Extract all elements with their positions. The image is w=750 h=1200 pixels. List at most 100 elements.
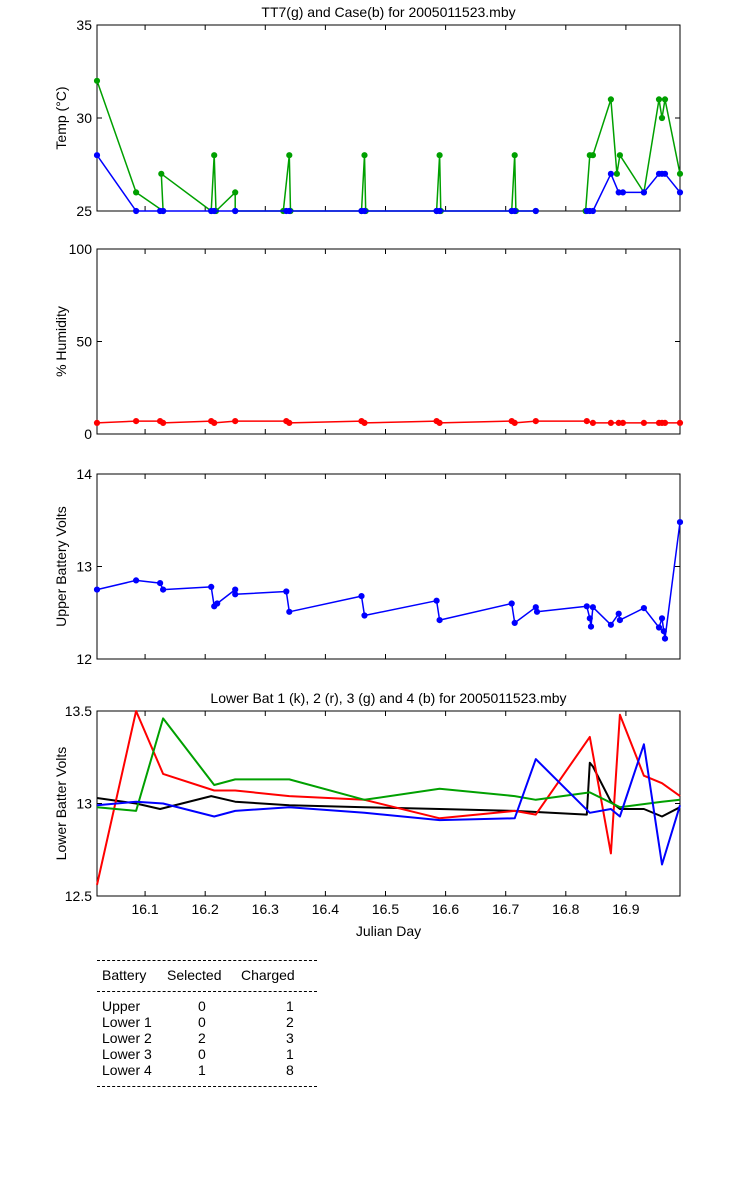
y-tick-label: 100 (69, 241, 93, 257)
series-line-temp-1 (584, 98, 681, 212)
data-point (133, 207, 140, 215)
data-point (658, 615, 666, 622)
data-point (361, 612, 368, 619)
data-point (589, 152, 597, 159)
table-row: Lower 4 1 8 (97, 1062, 317, 1078)
data-point (589, 419, 597, 426)
data-point (214, 600, 221, 607)
data-point (232, 591, 239, 598)
table-cell-selected: 2 (198, 1030, 206, 1046)
data-point (511, 207, 518, 215)
data-point (93, 586, 101, 593)
data-point (211, 207, 218, 215)
series-line-lower-3 (96, 743, 681, 866)
table-header-charged: Charged (241, 967, 295, 983)
table-cell-battery: Lower 1 (102, 1014, 152, 1030)
data-point (676, 170, 684, 177)
data-point (511, 152, 518, 159)
x-tick-label: 16.8 (552, 901, 579, 917)
y-axis-label: Temp (°C) (53, 86, 69, 149)
table-cell-battery: Lower 4 (102, 1062, 152, 1078)
data-point (676, 189, 684, 196)
data-point (211, 419, 218, 426)
data-point (661, 635, 669, 642)
series-line-lower-2 (96, 717, 681, 812)
data-point (160, 207, 167, 215)
y-axis-label: Lower Batter Volts (53, 747, 69, 861)
y-tick-label: 35 (76, 17, 92, 33)
data-point (436, 207, 443, 215)
data-point (589, 207, 597, 215)
data-point (158, 170, 165, 177)
plot-frame-temp (96, 24, 681, 212)
table-header-selected: Selected (167, 967, 222, 983)
data-point (607, 419, 615, 426)
series-line-temp-3 (586, 173, 681, 212)
table-row: Upper 0 1 (97, 998, 317, 1014)
data-point (436, 419, 443, 426)
data-point (93, 152, 101, 159)
data-point (607, 621, 615, 628)
data-point (211, 152, 218, 159)
data-point (613, 170, 621, 177)
data-point (607, 96, 615, 103)
data-point (433, 597, 440, 604)
y-tick-label: 13.5 (65, 703, 92, 719)
data-point (436, 617, 443, 624)
data-point (661, 419, 669, 426)
data-point (361, 152, 368, 159)
data-point (133, 418, 140, 425)
data-point (587, 623, 595, 630)
data-point (607, 170, 615, 177)
table-cell-charged: 8 (286, 1062, 294, 1078)
y-tick-label: 13 (76, 796, 92, 812)
data-point (511, 419, 518, 426)
data-point (286, 152, 293, 159)
table-cell-selected: 1 (198, 1062, 206, 1078)
data-point (93, 419, 101, 426)
data-point (532, 418, 539, 425)
data-point (660, 628, 667, 635)
table-header-row: Battery Selected Charged (97, 967, 317, 983)
data-point (658, 114, 666, 122)
data-point (93, 77, 101, 84)
data-point (532, 207, 539, 215)
data-point (232, 189, 239, 196)
data-point (133, 189, 140, 196)
data-point (232, 418, 239, 425)
y-tick-label: 12 (76, 651, 92, 667)
y-tick-label: 30 (76, 110, 92, 126)
data-point (358, 593, 365, 600)
y-tick-label: 50 (76, 334, 92, 350)
data-point (640, 189, 648, 196)
table-cell-charged: 3 (286, 1030, 294, 1046)
series-line-upper-0 (96, 522, 681, 640)
table-divider-bottom (97, 1086, 317, 1087)
x-tick-label: 16.9 (612, 901, 639, 917)
data-point (286, 207, 293, 215)
data-point (661, 96, 669, 103)
x-tick-label: 16.3 (252, 901, 279, 917)
y-tick-label: 25 (76, 203, 92, 219)
series-line-temp-0 (96, 80, 536, 212)
table-divider-top (97, 960, 317, 961)
chart-title: TT7(g) and Case(b) for 2005011523.mby (261, 4, 515, 20)
data-point (676, 419, 684, 426)
x-tick-label: 16.5 (372, 901, 399, 917)
y-tick-label: 12.5 (65, 888, 92, 904)
data-point (508, 600, 515, 607)
x-axis-label: Julian Day (356, 923, 421, 939)
data-point (589, 604, 597, 611)
table-cell-selected: 0 (198, 1014, 206, 1030)
x-tick-label: 16.1 (131, 901, 158, 917)
series-line-lower-1 (96, 710, 681, 886)
y-axis-label: % Humidity (53, 306, 69, 377)
y-axis-label: Upper Battery Volts (53, 506, 69, 627)
x-tick-label: 16.7 (492, 901, 519, 917)
data-point (616, 152, 624, 159)
data-point (361, 207, 368, 215)
data-point (208, 583, 215, 591)
table-row: Lower 3 0 1 (97, 1046, 317, 1062)
data-point (160, 586, 167, 593)
data-point (616, 617, 624, 624)
